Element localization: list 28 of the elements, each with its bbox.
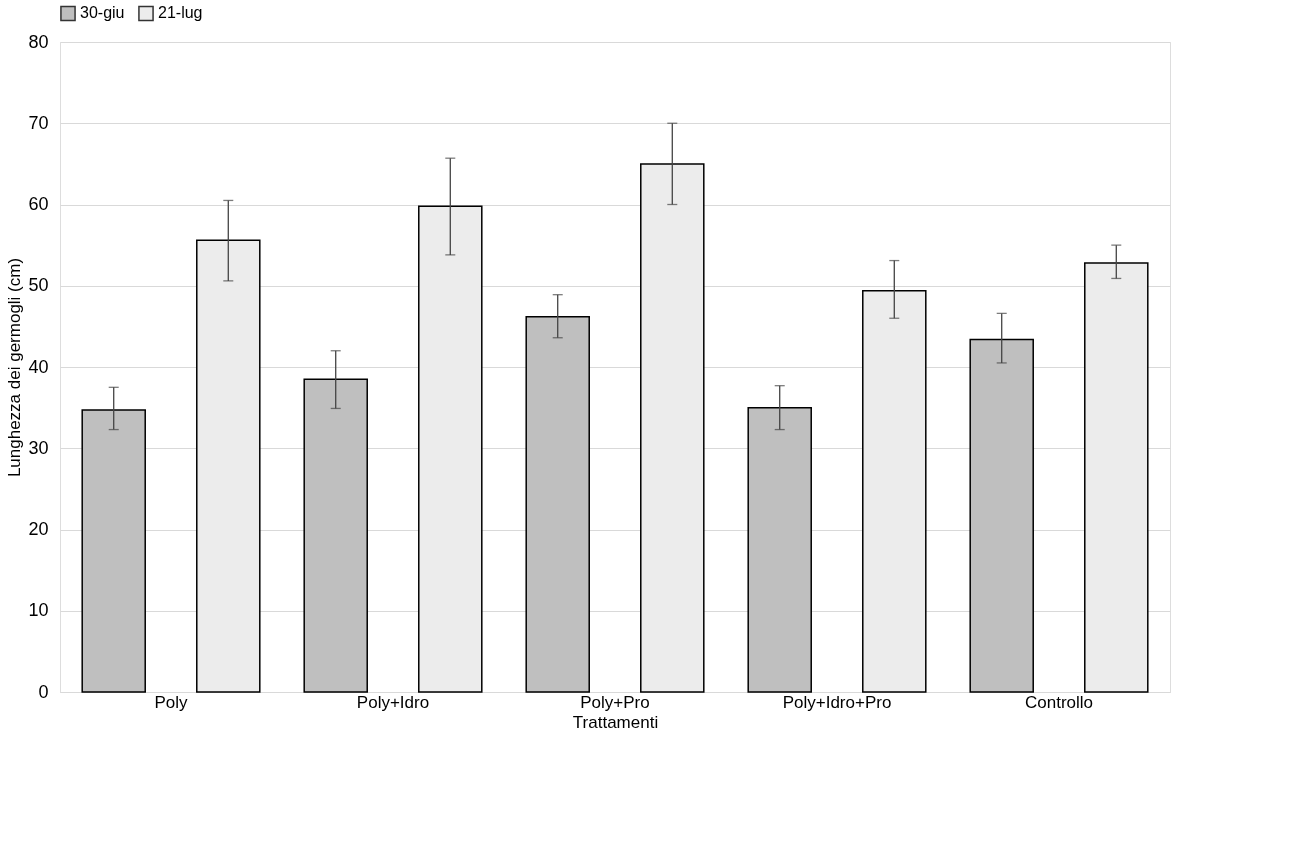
x-tick-label: Poly: [154, 692, 189, 712]
legend-label: 30-giu: [80, 4, 125, 22]
bar: [969, 338, 1034, 693]
y-tick-label: 60: [28, 194, 49, 214]
legend-label: 21-lug: [158, 4, 203, 22]
bar: [81, 409, 146, 693]
y-tick-label: 80: [28, 31, 49, 52]
bar: [747, 406, 812, 693]
bar: [1084, 262, 1149, 693]
y-tick-label: 70: [28, 112, 49, 133]
y-tick-label: 10: [28, 600, 49, 621]
bar: [418, 205, 483, 693]
x-tick-label: Controllo: [1024, 692, 1094, 712]
bar: [525, 315, 590, 693]
bar: [640, 163, 705, 693]
y-axis-title: Lunghezza dei germogli (cm): [5, 257, 25, 478]
y-tick-label: 50: [28, 275, 49, 296]
bar: [196, 239, 261, 693]
y-tick-label: 20: [28, 519, 49, 539]
y-tick-label: 0: [38, 681, 49, 702]
y-tick-label: 30: [28, 437, 49, 458]
bar: [862, 289, 927, 693]
x-tick-label: Poly+Idro: [356, 692, 430, 712]
x-axis-title: Trattamenti: [572, 712, 659, 732]
x-tick-label: Poly+Pro: [580, 692, 650, 712]
y-tick-label: 40: [28, 356, 49, 377]
bar: [303, 378, 368, 693]
x-tick-label: Poly+Idro+Pro: [782, 692, 892, 712]
